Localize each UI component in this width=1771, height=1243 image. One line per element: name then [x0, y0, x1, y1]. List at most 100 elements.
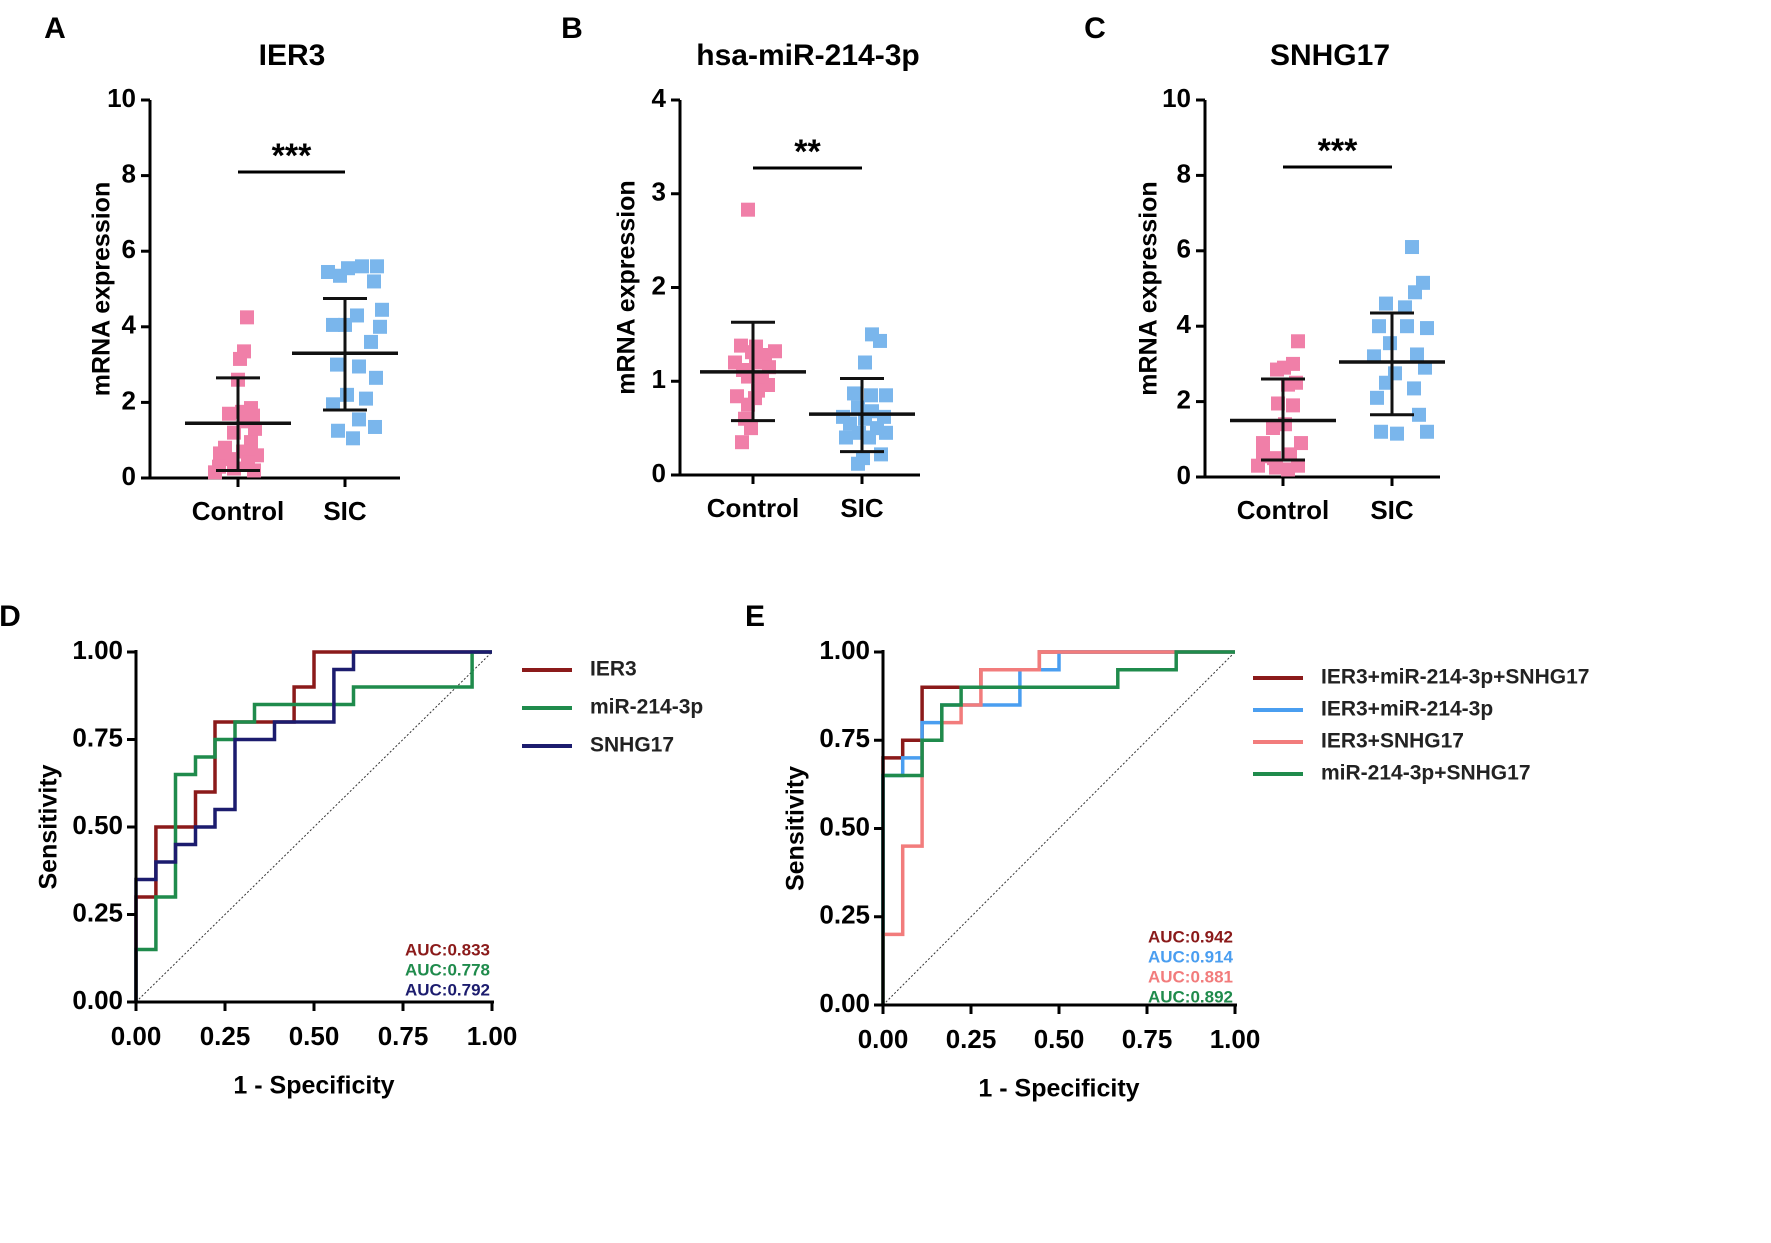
x-tick-label: 0.50	[289, 1021, 340, 1051]
data-point	[352, 412, 366, 427]
panel-a: A IER3 0 2 4 6 8 10 Control SIC mRNA expression ***	[44, 12, 400, 526]
data-point	[873, 333, 887, 348]
auc-label: AUC:0.914	[1148, 947, 1234, 966]
y-tick-label: 0.75	[819, 723, 870, 753]
series-sic	[1339, 240, 1445, 441]
x-tick-label: 1.00	[467, 1021, 518, 1051]
legend-entry: IER3	[590, 658, 637, 681]
y-tick-label: 2	[122, 385, 136, 415]
diagonal-reference-line	[882, 651, 1236, 1006]
data-point	[1269, 460, 1283, 475]
data-point	[1372, 319, 1386, 334]
y-tick-label: 0	[652, 458, 666, 488]
data-point	[864, 388, 878, 403]
data-point	[1294, 436, 1308, 451]
data-point	[1283, 447, 1297, 462]
data-point	[1379, 296, 1393, 311]
legend-entry: IER3+SNHG17	[1321, 730, 1464, 753]
data-point	[1256, 436, 1270, 451]
data-point	[1266, 420, 1280, 435]
legend-entry: miR-214-3p	[590, 696, 703, 719]
diagonal-reference-line	[135, 651, 493, 1003]
data-point	[369, 370, 383, 385]
x-category-label: Control	[707, 493, 799, 523]
data-point	[1370, 390, 1384, 405]
x-axis-label: 1 - Specificity	[978, 1075, 1139, 1103]
data-point	[847, 386, 861, 401]
data-point	[1286, 398, 1300, 413]
x-tick-label: 0.25	[200, 1021, 251, 1051]
y-tick-label: 0.00	[819, 988, 870, 1018]
data-point	[839, 430, 853, 445]
data-point	[1367, 349, 1381, 364]
y-tick-label: 10	[107, 83, 136, 113]
legend-entry: SNHG17	[590, 734, 674, 757]
x-tick-label: 0.00	[111, 1021, 162, 1051]
chart-title: hsa-miR-214-3p	[696, 39, 919, 72]
data-point	[1420, 321, 1434, 336]
x-tick-label: 0.25	[946, 1024, 997, 1054]
data-point	[874, 447, 888, 462]
y-tick-label: 0	[122, 461, 136, 491]
data-point	[364, 334, 378, 349]
data-point	[1379, 375, 1393, 390]
y-axis-label: Sensitivity	[782, 766, 810, 891]
series-sic	[809, 327, 915, 471]
data-point	[375, 302, 389, 317]
y-tick-label: 0	[1177, 460, 1191, 490]
data-point	[333, 268, 347, 283]
y-axis-label: mRNA expression	[88, 182, 116, 396]
auc-label: AUC:0.778	[405, 960, 490, 979]
x-tick-label: 0.75	[1122, 1024, 1173, 1054]
data-point	[741, 202, 755, 217]
auc-label: AUC:0.881	[1148, 967, 1233, 986]
auc-label: AUC:0.942	[1148, 927, 1233, 946]
y-tick-label: 4	[1177, 309, 1192, 339]
y-tick-label: 2	[652, 270, 666, 300]
panel-c: C SNHG17 0 2 4 6 8 10 Control SIC mRNA expression *…	[1084, 12, 1445, 525]
data-point	[730, 389, 744, 404]
x-category-label: SIC	[323, 496, 367, 526]
data-point	[862, 430, 876, 445]
y-tick-label: 0.25	[72, 897, 123, 927]
data-point	[359, 391, 373, 406]
x-category-label: Control	[192, 496, 284, 526]
panel-letter: B	[561, 12, 583, 45]
x-tick-label: 0.75	[378, 1021, 429, 1051]
y-axis-label: Sensitivity	[35, 764, 63, 889]
y-tick-label: 8	[122, 158, 136, 188]
roc-curve-mir-214-3p	[134, 650, 492, 1002]
x-tick-label: 0.50	[1034, 1024, 1085, 1054]
panel-letter: E	[745, 600, 765, 633]
y-tick-label: 1.00	[819, 635, 870, 665]
y-axis-label: mRNA expression	[1135, 181, 1163, 395]
data-point	[858, 355, 872, 370]
y-tick-label: 0.50	[819, 811, 870, 841]
data-point	[331, 423, 345, 438]
data-point	[367, 274, 381, 289]
data-point	[346, 431, 360, 446]
data-point	[1251, 458, 1265, 473]
data-point	[1270, 362, 1284, 377]
data-point	[1418, 360, 1432, 375]
chart-title: SNHG17	[1270, 39, 1390, 72]
data-point	[851, 456, 865, 471]
x-tick-label: 0.00	[858, 1024, 909, 1054]
panel-letter: A	[44, 12, 66, 45]
data-point	[326, 397, 340, 412]
y-tick-label: 10	[1162, 83, 1191, 113]
data-point	[1410, 347, 1424, 362]
y-tick-label: 2	[1177, 384, 1191, 414]
y-tick-label: 1.00	[72, 635, 123, 665]
data-point	[1390, 426, 1404, 441]
data-point	[879, 388, 893, 403]
data-point	[1407, 381, 1421, 396]
data-point	[222, 406, 236, 421]
data-point	[248, 421, 262, 436]
data-point	[373, 319, 387, 334]
x-category-label: SIC	[1370, 495, 1414, 525]
y-tick-label: 8	[1177, 158, 1191, 188]
data-point	[340, 387, 354, 402]
data-point	[326, 317, 340, 332]
data-point	[1405, 240, 1419, 255]
